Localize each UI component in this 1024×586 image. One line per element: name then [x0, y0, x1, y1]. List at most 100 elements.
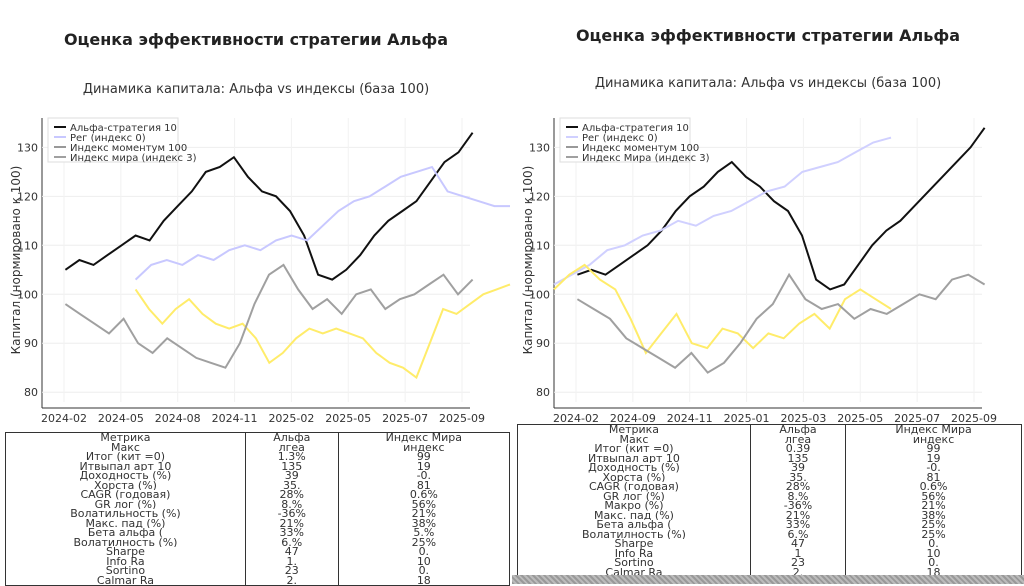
table-row: Метрика Альфа Индекс Мира — [517, 424, 1022, 435]
legend-label: Альфа-стратегия 10 — [70, 123, 177, 134]
table-cell: 35. — [749, 472, 847, 482]
legend — [559, 117, 691, 163]
table-cell: 23 — [244, 566, 339, 576]
table-cell: 135 — [749, 453, 847, 463]
chart-title: Оценка эффективности стратегии Альфа — [575, 26, 961, 45]
series-line — [64, 132, 474, 281]
legend-label: Альфа-стратегия 10 — [582, 123, 689, 134]
y-tick-label: 100 — [529, 288, 550, 301]
table-row: GR лог (%) 8.% 56% — [5, 499, 511, 509]
x-tick-label: 2024-11 — [212, 412, 258, 425]
table-row: Sortino 23 0. — [5, 566, 511, 576]
y-tick-label: 100 — [17, 288, 38, 301]
table-cell: 39 — [749, 463, 847, 473]
table-cell: Итвыпал арт 10 — [5, 461, 246, 471]
table-cell: 99 — [845, 444, 1022, 454]
table-cell: 135 — [244, 461, 339, 471]
table-cell: Макс — [5, 442, 246, 452]
table-cell: Волатилность (%) — [517, 529, 751, 539]
table-row: Итвыпал арт 10 135 19 — [517, 453, 1022, 463]
legend-label: Индекс моментум 100 — [582, 143, 699, 154]
table-cell: Хорста (%) — [5, 480, 246, 490]
table-cell: 10 — [337, 556, 511, 566]
table-row: Info Ra 1. 10 — [5, 556, 511, 566]
y-tick-label: 120 — [529, 190, 550, 203]
table-cell: -0. — [845, 463, 1022, 473]
table-cell: 1. — [244, 556, 339, 566]
y-tick-label: 80 — [536, 386, 550, 399]
table-row: Макс лгеа индекс — [5, 442, 511, 452]
x-tick-label: 2024-08 — [155, 412, 201, 425]
table-cell: 56% — [845, 491, 1022, 501]
table-row: CAGR (годовая) 28% 0.6% — [517, 482, 1022, 492]
table-cell: 0.6% — [337, 490, 511, 500]
table-cell: 23 — [749, 558, 847, 568]
table-cell: Волатилность (%) — [5, 537, 246, 547]
table-cell: GR лог (%) — [517, 491, 751, 501]
table-cell: Альфа — [749, 424, 847, 435]
series-line — [553, 263, 892, 355]
table-cell: 21% — [337, 509, 511, 519]
scrollbar[interactable] — [512, 575, 1024, 584]
table-row: Sharpe 47 0. — [517, 539, 1022, 549]
table-row: GR лог (%) 8.% 56% — [517, 491, 1022, 501]
table-cell: Info Ra — [517, 548, 751, 558]
x-tick-label: 2024-05 — [98, 412, 144, 425]
table-cell: индекс — [337, 442, 511, 452]
table-cell: Sharpe — [517, 539, 751, 549]
table-cell: Итвыпал арт 10 — [517, 453, 751, 463]
y-tick-label: 120 — [17, 190, 38, 203]
table-row: Метрика Альфа Индекс Мира — [5, 432, 511, 443]
metrics-table: Метрика Альфа Индекс Мира Макс лгеа индекс Ито… — [5, 432, 511, 586]
table-cell: 35. — [244, 480, 339, 490]
table-row: CAGR (годовая) 28% 0.6% — [5, 490, 511, 500]
table-cell: Волатильность (%) — [5, 509, 246, 519]
table-cell: Макс. пад (%) — [517, 510, 751, 520]
table-cell: 38% — [337, 518, 511, 528]
table-cell: Sharpe — [5, 547, 246, 557]
table-row: Волатильность (%) -36% 21% — [5, 509, 511, 519]
x-tick-label: 2025-01 — [724, 412, 770, 425]
table-cell: CAGR (годовая) — [5, 490, 246, 500]
table-cell: -0. — [337, 471, 511, 481]
table-row: Итвыпал арт 10 135 19 — [5, 461, 511, 471]
table-cell: CAGR (годовая) — [517, 482, 751, 492]
table-cell: 28% — [244, 490, 339, 500]
table-row: Макс. пад (%) 21% 38% — [5, 518, 511, 528]
table-row: Макс лгеа индекс — [517, 434, 1022, 444]
y-tick-label: 110 — [529, 239, 550, 252]
table-cell: 99 — [337, 452, 511, 462]
chart-title: Оценка эффективности стратегии Альфа — [63, 30, 449, 49]
table-row: Итог (кит =0) 1.3% 99 — [5, 452, 511, 462]
line-chart: 80 90 100 110 120 130 2024-02 2024-09 2024-11 202… — [521, 117, 997, 425]
series-line — [134, 165, 510, 281]
table-row: Доходность (%) 39 -0. — [5, 471, 511, 481]
table-row: Calmar Ra 2. 18 — [5, 575, 511, 586]
table-cell: 10 — [845, 548, 1022, 558]
table-cell: 33% — [244, 528, 339, 538]
y-tick-label: 130 — [17, 141, 38, 154]
table-cell: GR лог (%) — [5, 499, 246, 509]
table-row: Хорста (%) 35. 81 — [517, 472, 1022, 482]
y-tick-label: 80 — [24, 386, 38, 399]
table-cell: лгеа — [244, 442, 339, 452]
x-tick-label: 2025-02 — [268, 412, 314, 425]
table-row: Бета альфа (33% 25% — [517, 520, 1022, 530]
table-cell: 56% — [337, 499, 511, 509]
series-line — [134, 283, 511, 380]
x-tick-label: 2024-02 — [553, 412, 599, 425]
table-cell: Info Ra — [5, 556, 246, 566]
table-cell: 1.3% — [244, 452, 339, 462]
table-row: Sortino 23 0. — [517, 558, 1022, 568]
x-tick-label: 2025-07 — [382, 412, 428, 425]
y-tick-label: 90 — [24, 337, 38, 350]
table-cell: 21% — [244, 518, 339, 528]
table-cell: Хорста (%) — [517, 472, 751, 482]
table-cell: Альфа — [244, 432, 339, 443]
x-tick-label: 2025-03 — [780, 412, 826, 425]
x-tick-label: 2025-09 — [439, 412, 485, 425]
table-cell: 0.39 — [749, 444, 847, 454]
table-row: Sharpe 47 0. — [5, 547, 511, 557]
table-cell: индекс — [845, 434, 1022, 444]
table-cell: 0. — [337, 547, 511, 557]
